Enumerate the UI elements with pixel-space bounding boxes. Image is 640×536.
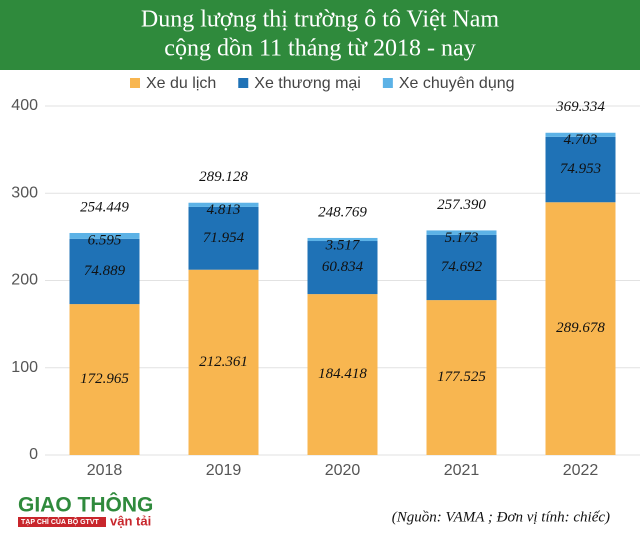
bar-segment (426, 230, 497, 235)
y-tick-label: 200 (11, 272, 38, 289)
bar-segment (188, 206, 259, 270)
x-tick-label: 2019 (206, 462, 242, 479)
legend-label: Xe du lịch (146, 75, 216, 92)
logo-sub: TẠP CHÍ CỦA BỘ GTVT (21, 517, 100, 526)
bar-segment (69, 238, 140, 305)
x-tick-label: 2018 (87, 462, 123, 479)
chart-subtitle: cộng dồn 11 tháng từ 2018 - nay (164, 36, 475, 62)
logo-bar (18, 517, 106, 527)
bar-segment (69, 304, 140, 455)
value-label: 177.525 (437, 369, 486, 385)
x-tick-label: 2021 (444, 462, 480, 479)
logo-tag: vận tải (110, 513, 151, 528)
bar-segment (545, 132, 616, 137)
bar-segment (307, 241, 378, 295)
total-label: 254.449 (80, 199, 129, 215)
bar-segment (426, 300, 497, 455)
total-label: 289.128 (199, 169, 248, 185)
logo-main: GIAO THÔNG (18, 493, 153, 517)
value-label: 184.418 (318, 366, 367, 382)
bar-segment (69, 232, 140, 239)
value-label: 5.173 (445, 230, 479, 246)
value-label: 60.834 (322, 259, 364, 275)
chart-title: Dung lượng thị trường ô tô Việt Nam (141, 7, 499, 33)
bar-segment (545, 202, 616, 455)
y-tick-label: 400 (11, 97, 38, 114)
bar-segment (545, 136, 616, 203)
legend-swatch (238, 78, 249, 88)
value-label: 4.813 (207, 202, 241, 218)
logo: GIAO THÔNG TẠP CHÍ CỦA BỘ GTVT vận tải (18, 493, 153, 528)
header-band (0, 0, 640, 70)
legend-label: Xe thương mại (254, 75, 361, 92)
value-label: 71.954 (203, 230, 245, 246)
total-label: 248.769 (318, 204, 367, 220)
legend-label: Xe chuyên dụng (399, 75, 515, 92)
value-label: 3.517 (325, 237, 361, 253)
x-tick-label: 2022 (563, 462, 599, 479)
total-label: 257.390 (437, 197, 486, 213)
y-tick-label: 100 (11, 359, 38, 376)
value-label: 4.703 (564, 132, 598, 148)
bar-segment (426, 234, 497, 301)
source: (Nguồn: VAMA ; Đơn vị tính: chiếc) (392, 509, 610, 525)
value-label: 74.889 (84, 263, 126, 279)
value-label: 74.953 (560, 161, 601, 177)
legend-swatch (382, 78, 393, 88)
value-label: 212.361 (199, 354, 248, 370)
legend-swatch (130, 78, 140, 88)
value-label: 289.678 (556, 320, 605, 336)
value-label: 172.965 (80, 371, 129, 387)
bar-segment (307, 294, 378, 455)
total-label: 369.334 (555, 99, 605, 115)
y-tick-label: 0 (29, 446, 38, 463)
value-label: 6.595 (88, 232, 122, 248)
x-tick-label: 2020 (325, 462, 361, 479)
y-tick-label: 300 (11, 184, 38, 201)
value-label: 74.692 (441, 259, 483, 275)
bar-segment (307, 237, 378, 242)
bar-segment (188, 202, 259, 207)
bar-segment (188, 269, 259, 455)
